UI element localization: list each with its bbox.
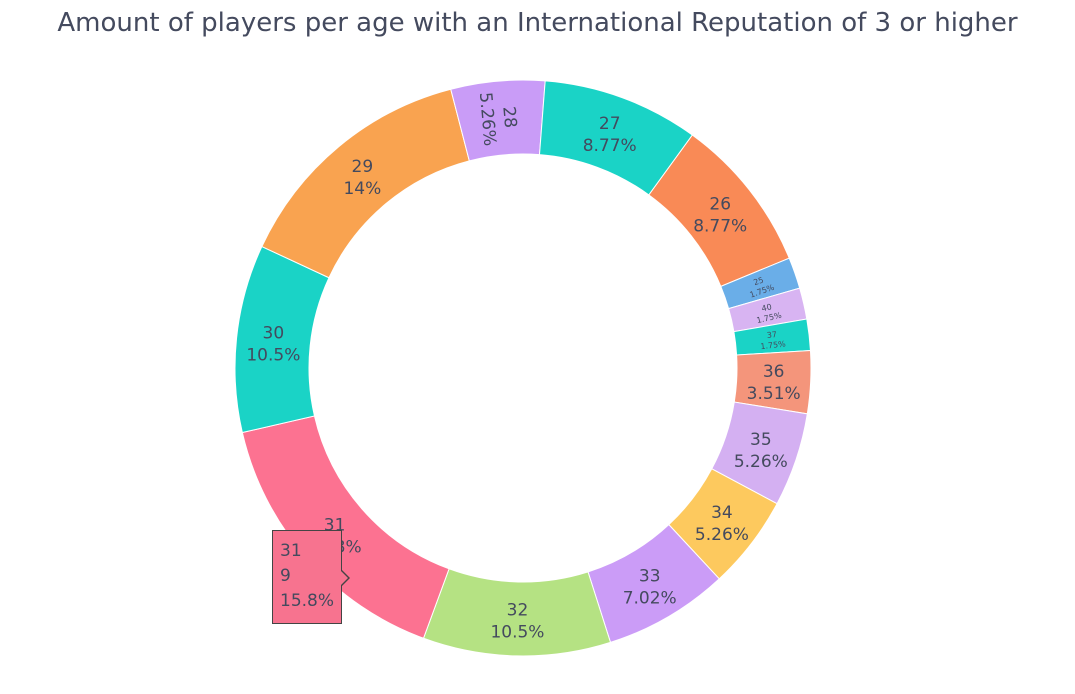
slice-label-age-35: 35 5.26%: [734, 430, 788, 472]
slice-label-age-28: 285.26%: [475, 89, 522, 147]
slice-label-percent: 10.5%: [246, 346, 300, 366]
slice-label-age-32: 32 10.5%: [490, 601, 544, 643]
tooltip-label: 31: [280, 541, 302, 561]
slice-label-percent: 10.5%: [490, 623, 544, 643]
slice-label-name: 37: [766, 330, 777, 340]
tooltip-value: 9: [280, 566, 291, 586]
slice-label-age-36: 36 3.51%: [747, 362, 801, 404]
slice-label-percent: 5.26%: [475, 91, 500, 147]
slice-label-percent: 7.02%: [623, 588, 677, 608]
slice-label-percent: 14%: [343, 179, 381, 199]
slice-label-name: 26: [709, 194, 731, 214]
slice-label-age-33: 33 7.02%: [623, 566, 677, 608]
tooltip-percent: 15.8%: [280, 591, 335, 611]
slice-label-age-27: 27 8.77%: [583, 114, 637, 156]
chart-title: Amount of players per age with an Intern…: [57, 8, 1018, 38]
hover-tooltip: 31 9 15.8%: [272, 530, 350, 624]
slice-label-name: 35: [750, 430, 772, 450]
slice-label-percent: 3.51%: [747, 384, 801, 404]
slice-label-age-37: 371.75%: [759, 329, 787, 351]
slice-label-percent: 5.26%: [734, 452, 788, 472]
slice-label-age-34: 34 5.26%: [695, 503, 749, 545]
slice-label-name: 40: [761, 302, 773, 313]
slice-label-percent: 8.77%: [583, 136, 637, 156]
slice-label-name: 32: [507, 601, 529, 621]
tooltip-arrow-fill: [340, 570, 348, 586]
slice-label-name: 30: [263, 323, 285, 343]
slice-label-percent: 1.75%: [760, 339, 787, 351]
slice-label-name: 28: [498, 106, 520, 129]
slice-label-name: 29: [352, 157, 374, 177]
slice-label-percent: 8.77%: [693, 217, 747, 237]
slice-label-percent: 5.26%: [695, 525, 749, 545]
slice-age-27[interactable]: [538, 80, 693, 196]
slice-label-name: 25: [752, 275, 765, 287]
slice-label-name: 34: [711, 503, 733, 523]
slice-label-age-30: 30 10.5%: [246, 323, 300, 365]
slice-label-name: 27: [599, 114, 621, 134]
slice-label-age-29: 29 14%: [343, 157, 381, 199]
slice-label-name: 33: [639, 566, 661, 586]
slice-label-name: 36: [763, 362, 785, 382]
slice-label-age-26: 26 8.77%: [693, 194, 747, 236]
